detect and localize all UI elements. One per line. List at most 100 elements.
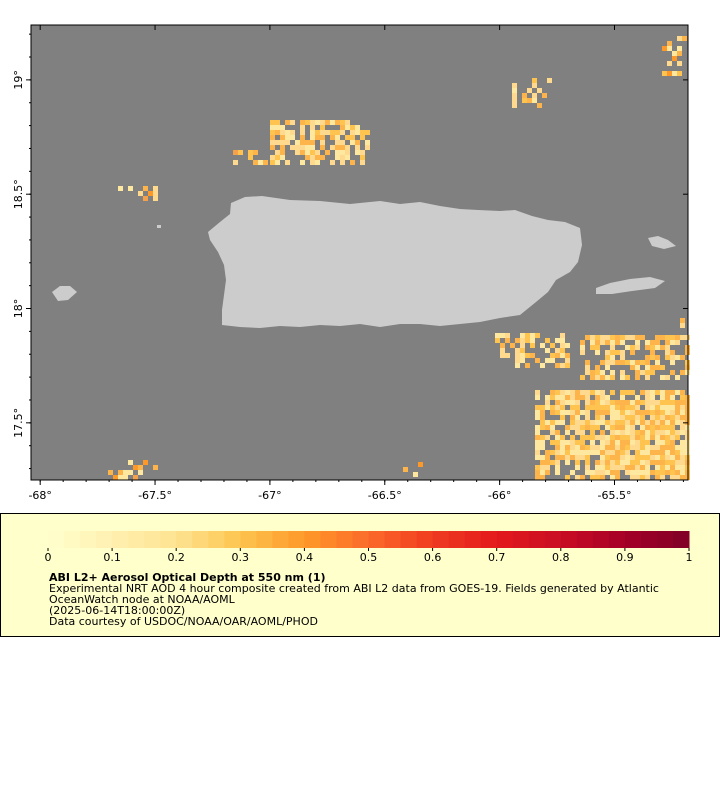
aod-pixel <box>645 430 650 435</box>
aod-pixel <box>340 160 345 165</box>
aod-pixel <box>595 450 600 455</box>
aod-pixel <box>640 440 645 445</box>
aod-pixel <box>535 455 540 460</box>
aod-pixel <box>570 390 575 395</box>
aod-pixel <box>680 318 685 323</box>
aod-pixel <box>630 415 635 420</box>
colorbar-swatch <box>176 531 193 548</box>
aod-pixel <box>667 71 672 76</box>
colorbar-swatch <box>80 531 97 548</box>
aod-pixel <box>340 145 345 150</box>
aod-pixel <box>585 365 590 370</box>
aod-pixel <box>615 440 620 445</box>
aod-pixel <box>280 145 285 150</box>
aod-pixel <box>253 160 258 165</box>
aod-pixel <box>540 475 545 480</box>
aod-pixel <box>585 395 590 400</box>
colorbar-swatch <box>96 531 113 548</box>
aod-pixel <box>670 460 675 465</box>
aod-pixel <box>335 120 340 125</box>
aod-pixel <box>300 140 305 145</box>
colorbar-swatch <box>400 531 418 548</box>
aod-pixel <box>555 465 560 470</box>
aod-pixel <box>305 155 310 160</box>
aod-pixel <box>665 460 670 465</box>
aod-pixel <box>570 450 575 455</box>
aod-pixel <box>275 120 280 125</box>
aod-pixel <box>610 440 615 445</box>
aod-pixel <box>590 475 595 480</box>
aod-pixel <box>590 400 595 405</box>
aod-pixel <box>300 125 305 130</box>
aod-pixel <box>625 460 630 465</box>
aod-pixel <box>605 400 610 405</box>
aod-pixel <box>645 440 650 445</box>
aod-pixel <box>590 435 595 440</box>
aod-pixel <box>660 375 665 380</box>
aod-pixel <box>330 135 335 140</box>
aod-pixel <box>280 140 285 145</box>
aod-pixel <box>565 450 570 455</box>
aod-pixel <box>630 390 635 395</box>
aod-pixel <box>660 465 665 470</box>
aod-pixel <box>600 440 605 445</box>
aod-pixel <box>645 420 650 425</box>
colorbar-tick-label: 0.4 <box>296 551 314 564</box>
aod-pixel <box>545 455 550 460</box>
aod-pixel <box>680 440 685 445</box>
aod-pixel <box>625 410 630 415</box>
aod-pixel <box>565 475 570 480</box>
aod-pixel <box>662 46 667 51</box>
colorbar-swatch <box>624 531 642 548</box>
aod-pixel <box>680 405 685 410</box>
aod-pixel <box>670 425 675 430</box>
aod-pixel <box>650 405 655 410</box>
colorbar-swatch <box>656 531 674 548</box>
aod-pixel <box>118 186 123 191</box>
aod-pixel <box>595 460 600 465</box>
aod-pixel <box>585 405 590 410</box>
aod-pixel <box>600 390 605 395</box>
aod-pixel <box>655 460 660 465</box>
aod-pixel <box>545 450 550 455</box>
aod-pixel <box>605 340 610 345</box>
aod-pixel <box>680 370 685 375</box>
aod-pixel <box>335 135 340 140</box>
aod-pixel <box>615 475 620 480</box>
aod-pixel <box>630 455 635 460</box>
aod-pixel <box>595 365 600 370</box>
aod-pixel <box>625 400 630 405</box>
aod-pixel <box>625 345 630 350</box>
aod-pixel <box>248 155 253 160</box>
aod-pixel <box>128 186 133 191</box>
aod-pixel <box>520 333 525 338</box>
aod-pixel <box>665 420 670 425</box>
aod-pixel <box>655 345 660 350</box>
aod-pixel <box>660 460 665 465</box>
lon-tick-label: -67° <box>258 489 281 502</box>
aod-pixel <box>355 145 360 150</box>
aod-pixel <box>620 425 625 430</box>
aod-pixel <box>545 465 550 470</box>
aod-pixel <box>305 150 310 155</box>
puerto-rico-land <box>208 196 582 328</box>
aod-pixel <box>600 375 605 380</box>
aod-pixel <box>660 415 665 420</box>
colorbar-swatch <box>288 531 305 548</box>
aod-pixel <box>555 470 560 475</box>
aod-pixel <box>600 400 605 405</box>
mona-island-land <box>52 286 77 301</box>
aod-pixel <box>153 196 158 201</box>
aod-pixel <box>600 420 605 425</box>
aod-pixel <box>675 430 680 435</box>
colorbar-swatch <box>144 531 161 548</box>
legend-panel: 0 0.1 0.2 0.3 0.4 0.5 0.6 0.7 0.8 0.9 1 ABI L2+ Ae… <box>0 513 720 637</box>
aod-pixel <box>635 460 640 465</box>
aod-pixel <box>560 415 565 420</box>
aod-pixel <box>675 405 680 410</box>
aod-pixel <box>670 475 675 480</box>
aod-pixel <box>123 470 128 475</box>
aod-pixel <box>555 400 560 405</box>
desecheo-land <box>157 225 161 228</box>
aod-pixel <box>650 450 655 455</box>
